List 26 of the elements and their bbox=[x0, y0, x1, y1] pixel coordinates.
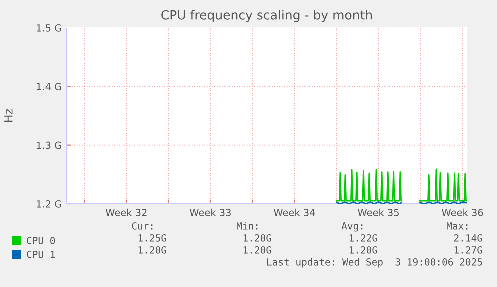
text: 1.20G bbox=[138, 246, 166, 254]
text: 2.14G bbox=[454, 234, 482, 242]
text: 1.27G bbox=[454, 246, 482, 254]
text: 1.20G bbox=[350, 246, 378, 254]
text: Avg: bbox=[342, 222, 363, 232]
text: Cur: bbox=[132, 222, 153, 230]
y-axis-title: Hz bbox=[4, 109, 13, 122]
x-tick-label: Week 33 bbox=[190, 208, 231, 216]
y-tick-label: 1.2 G bbox=[37, 200, 62, 208]
text: Min: bbox=[236, 222, 258, 230]
y-tick-label: 1.5 G bbox=[37, 24, 62, 32]
y-tick-label: 1.3 G bbox=[37, 142, 62, 150]
text: 1.22G bbox=[350, 234, 378, 242]
x-tick-label: Week 34 bbox=[274, 208, 316, 216]
text: 1.20G bbox=[244, 246, 272, 254]
x-tick-label: Week 36 bbox=[442, 208, 484, 216]
text: Max: bbox=[446, 222, 468, 230]
text: Last update: Wed Sep 3 19:00:06 2025 bbox=[267, 258, 482, 268]
text: 1.25G bbox=[138, 234, 166, 242]
legend-label: CPU 0 bbox=[27, 237, 56, 244]
chart-title: CPU frequency scaling - by month bbox=[162, 10, 372, 22]
x-tick-label: Week 35 bbox=[358, 208, 399, 216]
legend-label: CPU 1 bbox=[27, 250, 56, 258]
text: 1.20G bbox=[244, 234, 272, 242]
y-tick-label: 1.4 G bbox=[37, 83, 62, 90]
x-tick-label: Week 32 bbox=[106, 208, 147, 216]
